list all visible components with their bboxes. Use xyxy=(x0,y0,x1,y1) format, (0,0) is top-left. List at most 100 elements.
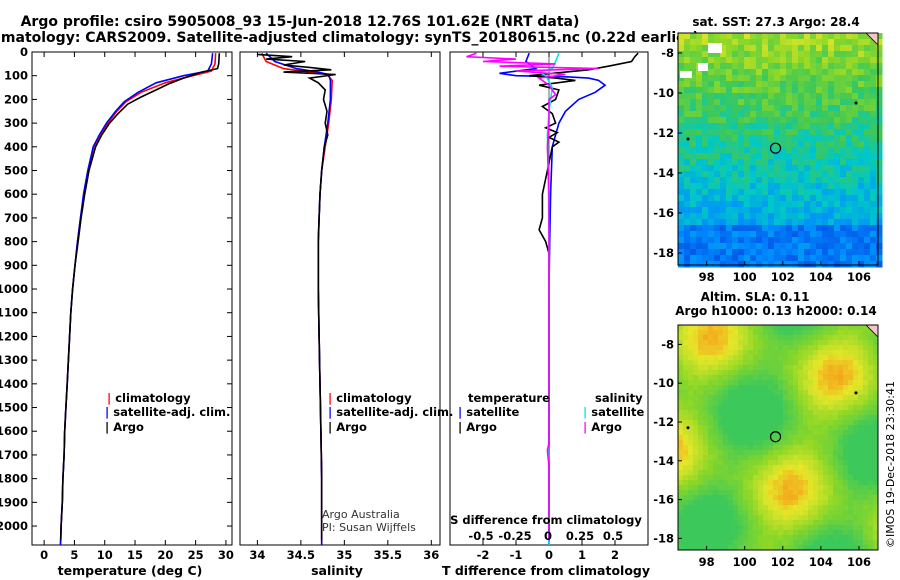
map-cell xyxy=(792,75,799,82)
map-cell xyxy=(723,390,729,396)
map-cell xyxy=(793,385,799,391)
map-cell xyxy=(693,335,699,341)
map-cell xyxy=(783,525,789,531)
map-cell xyxy=(688,325,694,331)
map-cell xyxy=(834,213,841,220)
map-cell xyxy=(733,410,739,416)
map-cell xyxy=(833,490,839,496)
map-cell xyxy=(738,520,744,526)
map-cell xyxy=(732,177,739,184)
map-cell xyxy=(858,450,864,456)
map-cell xyxy=(858,345,864,351)
map-cell xyxy=(822,219,829,226)
map-cell xyxy=(833,470,839,476)
map-cell xyxy=(833,360,839,366)
map-cell xyxy=(848,515,854,521)
map-cell xyxy=(702,207,709,214)
map-cell xyxy=(723,365,729,371)
map-cell xyxy=(756,201,763,208)
map-cell xyxy=(748,360,754,366)
map-cell xyxy=(728,485,734,491)
map-cell xyxy=(786,105,793,112)
map-cell xyxy=(698,375,704,381)
map-cell xyxy=(753,385,759,391)
map-cell xyxy=(732,255,739,262)
map-cell xyxy=(804,219,811,226)
x-tick-label: 98 xyxy=(699,555,715,569)
map-cell xyxy=(858,515,864,521)
map-cell xyxy=(818,380,824,386)
map-cell xyxy=(783,340,789,346)
map-cell xyxy=(818,355,824,361)
map-cell xyxy=(738,237,745,244)
map-cell xyxy=(723,445,729,451)
map-cell xyxy=(693,490,699,496)
map-cell xyxy=(843,540,849,546)
map-cell xyxy=(696,243,703,250)
map-cell xyxy=(816,39,823,46)
map-cell xyxy=(858,410,864,416)
map-cell xyxy=(702,69,709,76)
map-cell xyxy=(768,330,774,336)
s-difference-ticks: -0.5 -0.25 0 0.25 0.5 xyxy=(468,529,623,543)
map-cell xyxy=(804,231,811,238)
map-cell xyxy=(768,45,775,52)
map-cell xyxy=(774,153,781,160)
map-cell xyxy=(846,153,853,160)
map-cell xyxy=(863,495,869,501)
map-cell xyxy=(713,430,719,436)
plot-frame xyxy=(31,51,233,546)
map-cell xyxy=(698,420,704,426)
map-cell xyxy=(762,93,769,100)
map-cell xyxy=(748,430,754,436)
map-cell xyxy=(708,81,715,88)
map-cell xyxy=(738,545,744,551)
map-cell xyxy=(758,445,764,451)
map-cell xyxy=(738,87,745,94)
map-cell xyxy=(858,545,864,551)
map-cell xyxy=(873,390,879,396)
map-cell xyxy=(738,165,745,172)
map-cell xyxy=(823,455,829,461)
map-cell xyxy=(693,525,699,531)
map-cell xyxy=(853,330,859,336)
map-cell xyxy=(763,420,769,426)
map-cell xyxy=(843,485,849,491)
map-cell xyxy=(780,183,787,190)
map-cell xyxy=(718,400,724,406)
map-cell xyxy=(708,243,715,250)
map-cell xyxy=(738,480,744,486)
map-cell xyxy=(838,345,844,351)
map-cell xyxy=(703,420,709,426)
map-cell xyxy=(690,45,697,52)
map-cell xyxy=(720,231,727,238)
map-cell xyxy=(678,51,685,58)
map-cell xyxy=(778,390,784,396)
map-cell xyxy=(723,490,729,496)
map-cell xyxy=(762,81,769,88)
map-cell xyxy=(780,147,787,154)
map-cell xyxy=(818,345,824,351)
map-cell xyxy=(713,350,719,356)
map-cell xyxy=(813,430,819,436)
map-cell xyxy=(803,470,809,476)
series-line-satellite-adj-clim- xyxy=(59,53,214,546)
map-cell xyxy=(780,249,787,256)
map-cell xyxy=(758,360,764,366)
map-cell xyxy=(763,470,769,476)
map-cell xyxy=(678,540,684,546)
map-cell xyxy=(828,195,835,202)
map-cell xyxy=(718,540,724,546)
map-cell xyxy=(713,435,719,441)
map-cell xyxy=(743,335,749,341)
map-cell xyxy=(816,105,823,112)
map-cell xyxy=(822,201,829,208)
map-cell xyxy=(846,45,853,52)
map-cell xyxy=(763,400,769,406)
map-cell xyxy=(778,415,784,421)
map-cell xyxy=(733,435,739,441)
map-cell xyxy=(838,470,844,476)
map-cell xyxy=(720,111,727,118)
map-cell xyxy=(843,410,849,416)
